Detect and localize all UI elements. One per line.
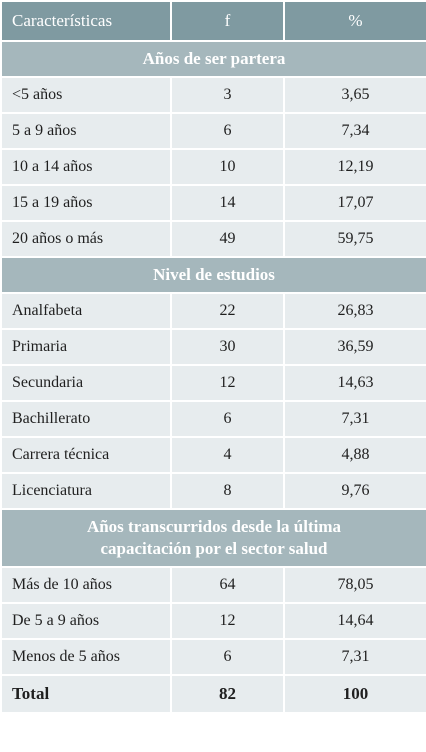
section-title-line2: capacitación por el sector salud	[100, 539, 328, 558]
row-percent: 9,76	[283, 472, 426, 510]
table-row: Carrera técnica 4 4,88	[0, 436, 426, 474]
row-label: Más de 10 años	[0, 566, 172, 604]
table-row: Secundaria 12 14,63	[0, 364, 426, 402]
row-label: De 5 a 9 años	[0, 602, 172, 640]
row-percent: 7,31	[283, 400, 426, 438]
row-percent: 7,31	[283, 638, 426, 676]
row-f: 12	[170, 364, 285, 402]
row-percent: 78,05	[283, 566, 426, 604]
table-row: De 5 a 9 años 12 14,64	[0, 602, 426, 640]
header-row: Características f %	[0, 0, 426, 42]
row-label: Carrera técnica	[0, 436, 172, 474]
row-f: 30	[170, 328, 285, 366]
row-f: 10	[170, 148, 285, 186]
table-row: <5 años 3 3,65	[0, 76, 426, 114]
section-header: Años transcurridos desde la última capac…	[0, 508, 426, 568]
table-row: 5 a 9 años 6 7,34	[0, 112, 426, 150]
row-f: 8	[170, 472, 285, 510]
table-row: 10 a 14 años 10 12,19	[0, 148, 426, 186]
row-percent: 7,34	[283, 112, 426, 150]
row-percent: 14,63	[283, 364, 426, 402]
total-percent: 100	[283, 674, 426, 714]
table-row: Más de 10 años 64 78,05	[0, 566, 426, 604]
row-percent: 17,07	[283, 184, 426, 222]
row-percent: 14,64	[283, 602, 426, 640]
table-row: Menos de 5 años 6 7,31	[0, 638, 426, 676]
total-label: Total	[0, 674, 172, 714]
row-label: Licenciatura	[0, 472, 172, 510]
row-label: 15 a 19 años	[0, 184, 172, 222]
section-title-training: Años transcurridos desde la última capac…	[0, 508, 426, 568]
row-f: 4	[170, 436, 285, 474]
section-header: Nivel de estudios	[0, 256, 426, 294]
row-f: 14	[170, 184, 285, 222]
total-row: Total 82 100	[0, 674, 426, 714]
row-label: Secundaria	[0, 364, 172, 402]
row-f: 12	[170, 602, 285, 640]
row-label: Menos de 5 años	[0, 638, 172, 676]
table-row: Bachillerato 6 7,31	[0, 400, 426, 438]
row-label: <5 años	[0, 76, 172, 114]
row-f: 6	[170, 400, 285, 438]
row-percent: 36,59	[283, 328, 426, 366]
row-label: Bachillerato	[0, 400, 172, 438]
header-characteristics: Características	[0, 0, 172, 42]
table-row: 20 años o más 49 59,75	[0, 220, 426, 258]
row-label: Primaria	[0, 328, 172, 366]
row-percent: 26,83	[283, 292, 426, 330]
table-row: Licenciatura 8 9,76	[0, 472, 426, 510]
section-header: Años de ser partera	[0, 40, 426, 78]
section-title-line1: Años transcurridos desde la última	[86, 517, 342, 536]
row-percent: 4,88	[283, 436, 426, 474]
row-label: 5 a 9 años	[0, 112, 172, 150]
row-label: 20 años o más	[0, 220, 172, 258]
row-f: 3	[170, 76, 285, 114]
row-percent: 59,75	[283, 220, 426, 258]
row-f: 49	[170, 220, 285, 258]
row-f: 22	[170, 292, 285, 330]
section-title-education: Nivel de estudios	[0, 256, 426, 294]
row-percent: 12,19	[283, 148, 426, 186]
row-label: Analfabeta	[0, 292, 172, 330]
table-row: Analfabeta 22 26,83	[0, 292, 426, 330]
section-title-years-midwife: Años de ser partera	[0, 40, 426, 78]
row-f: 64	[170, 566, 285, 604]
row-percent: 3,65	[283, 76, 426, 114]
characteristics-table: Características f % Años de ser partera …	[0, 0, 426, 714]
row-f: 6	[170, 638, 285, 676]
row-label: 10 a 14 años	[0, 148, 172, 186]
table-row: 15 a 19 años 14 17,07	[0, 184, 426, 222]
header-f: f	[170, 0, 285, 42]
total-f: 82	[170, 674, 285, 714]
row-f: 6	[170, 112, 285, 150]
table-row: Primaria 30 36,59	[0, 328, 426, 366]
header-percent: %	[283, 0, 426, 42]
